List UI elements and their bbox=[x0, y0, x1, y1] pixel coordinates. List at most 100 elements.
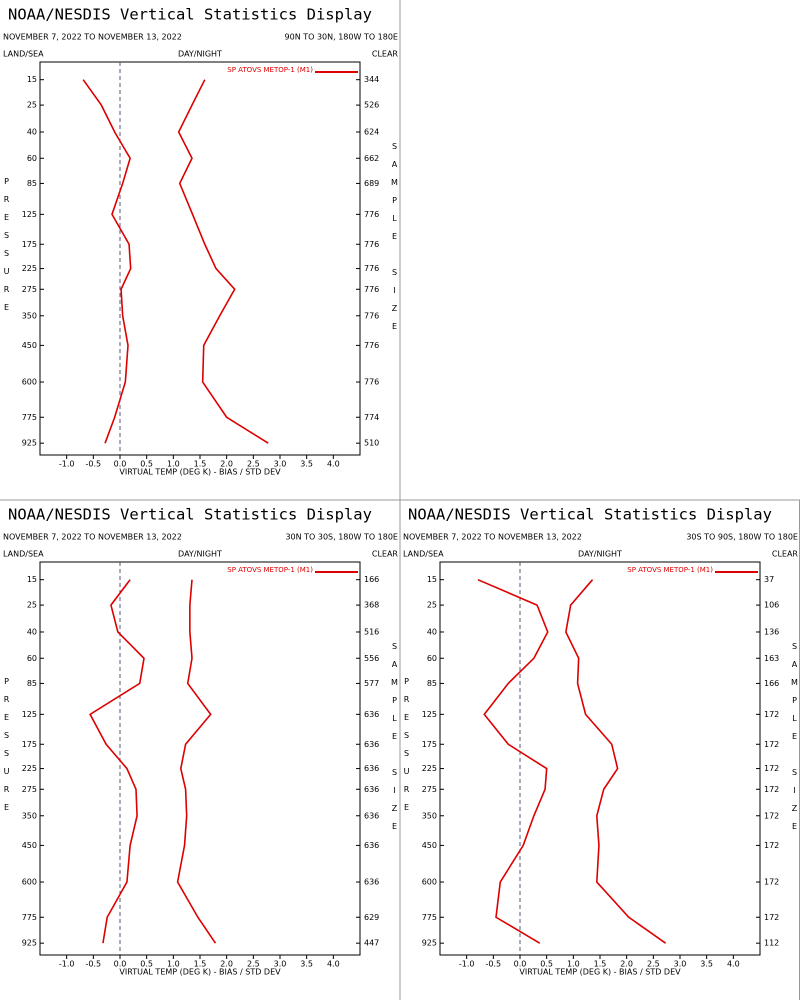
y2-axis-label: SAMPLE SIZE bbox=[790, 642, 799, 840]
time-of-day: DAY/NIGHT bbox=[178, 550, 222, 559]
std_dev-line bbox=[177, 79, 269, 444]
y-tick-label: 775 bbox=[22, 413, 37, 422]
sample-size: 344 bbox=[364, 75, 379, 84]
y-axis-label: PRESSURE bbox=[402, 677, 411, 821]
y2-axis-label: SAMPLE SIZE bbox=[390, 142, 399, 340]
sample-size: 636 bbox=[364, 785, 379, 794]
x-tick-label: 4.0 bbox=[327, 460, 340, 469]
x-tick-label: 2.5 bbox=[247, 960, 260, 969]
plot-frame bbox=[39, 61, 361, 456]
sample-size: 37 bbox=[764, 575, 774, 584]
x-tick-label: 0.5 bbox=[140, 460, 153, 469]
x-tick-label: 2.0 bbox=[220, 460, 233, 469]
y-tick-label: 925 bbox=[22, 939, 37, 948]
sample-size: 112 bbox=[764, 939, 779, 948]
region: 30S TO 90S, 180W TO 180E bbox=[686, 533, 798, 542]
y-tick-label: 60 bbox=[27, 654, 37, 663]
x-axis-label: VIRTUAL TEMP (DEG K) - BIAS / STD DEV bbox=[119, 468, 281, 477]
sample-size: 636 bbox=[364, 878, 379, 887]
sample-size: 368 bbox=[364, 601, 379, 610]
y-tick-label: 25 bbox=[27, 601, 37, 610]
sample-size: 172 bbox=[764, 764, 779, 773]
sample-size: 172 bbox=[764, 811, 779, 820]
sample-size: 166 bbox=[764, 679, 779, 688]
sky: CLEAR bbox=[372, 50, 399, 59]
x-tick-label: 2.5 bbox=[247, 460, 260, 469]
sample-size: 526 bbox=[364, 101, 379, 110]
y-tick-label: 600 bbox=[22, 878, 37, 887]
x-tick-label: -0.5 bbox=[86, 960, 102, 969]
time-of-day: DAY/NIGHT bbox=[178, 50, 222, 59]
x-tick-label: 4.0 bbox=[327, 960, 340, 969]
x-tick-label: -1.0 bbox=[59, 460, 75, 469]
x-tick-label: 0.0 bbox=[514, 960, 527, 969]
y-tick-label: 15 bbox=[427, 575, 437, 584]
y-tick-label: 225 bbox=[22, 264, 37, 273]
x-tick-label: 3.0 bbox=[674, 960, 687, 969]
sample-size: 774 bbox=[364, 413, 379, 422]
x-tick-label: 2.0 bbox=[220, 960, 233, 969]
y-tick-label: 450 bbox=[422, 841, 437, 850]
y-tick-label: 15 bbox=[27, 575, 37, 584]
sample-size: 636 bbox=[364, 811, 379, 820]
bias-line bbox=[89, 579, 145, 944]
surface: LAND/SEA bbox=[403, 550, 444, 559]
x-tick-label: 1.5 bbox=[594, 960, 607, 969]
y-tick-label: 125 bbox=[422, 710, 437, 719]
y-tick-label: 775 bbox=[422, 913, 437, 922]
x-tick-label: 0.0 bbox=[114, 460, 127, 469]
y-tick-label: 175 bbox=[22, 240, 37, 249]
x-axis-label: VIRTUAL TEMP (DEG K) - BIAS / STD DEV bbox=[119, 968, 281, 977]
surface: LAND/SEA bbox=[3, 50, 44, 59]
x-tick-label: 3.0 bbox=[274, 460, 287, 469]
sample-size: 556 bbox=[364, 654, 379, 663]
plot-frame bbox=[439, 561, 761, 956]
sample-size: 577 bbox=[364, 679, 379, 688]
y-tick-label: 175 bbox=[422, 740, 437, 749]
y-tick-label: 225 bbox=[22, 764, 37, 773]
sample-size: 662 bbox=[364, 154, 379, 163]
y-tick-label: 60 bbox=[27, 154, 37, 163]
sky: CLEAR bbox=[772, 550, 799, 559]
x-tick-label: 2.0 bbox=[620, 960, 633, 969]
x-tick-label: 0.0 bbox=[114, 960, 127, 969]
x-tick-label: 3.0 bbox=[274, 960, 287, 969]
legend-label: SP ATOVS METOP-1 (M1) bbox=[227, 566, 313, 574]
plot-frame bbox=[39, 561, 361, 956]
sample-size: 776 bbox=[364, 264, 379, 273]
x-tick-label: 1.5 bbox=[194, 460, 207, 469]
y-tick-label: 85 bbox=[427, 679, 437, 688]
sample-size: 516 bbox=[364, 627, 379, 636]
x-tick-label: -1.0 bbox=[459, 960, 475, 969]
y-tick-label: 225 bbox=[422, 764, 437, 773]
y-tick-label: 275 bbox=[22, 285, 37, 294]
sample-size: 776 bbox=[364, 311, 379, 320]
y-tick-label: 85 bbox=[27, 179, 37, 188]
y-tick-label: 25 bbox=[427, 601, 437, 610]
x-tick-label: -0.5 bbox=[486, 960, 502, 969]
sample-size: 510 bbox=[364, 439, 379, 448]
x-tick-label: 4.0 bbox=[727, 960, 740, 969]
y-tick-label: 25 bbox=[27, 101, 37, 110]
std_dev-line bbox=[565, 579, 667, 944]
sample-size: 172 bbox=[764, 740, 779, 749]
sample-size: 776 bbox=[364, 378, 379, 387]
sample-size: 689 bbox=[364, 179, 379, 188]
sample-size: 624 bbox=[364, 127, 379, 136]
y-tick-label: 85 bbox=[27, 679, 37, 688]
x-tick-label: -1.0 bbox=[59, 960, 75, 969]
y-tick-label: 600 bbox=[22, 378, 37, 387]
sample-size: 776 bbox=[364, 210, 379, 219]
date-range: NOVEMBER 7, 2022 TO NOVEMBER 13, 2022 bbox=[3, 533, 182, 542]
sample-size: 172 bbox=[764, 785, 779, 794]
x-tick-label: 3.5 bbox=[300, 960, 313, 969]
sky: CLEAR bbox=[372, 550, 399, 559]
y-tick-label: 350 bbox=[22, 311, 37, 320]
x-tick-label: 0.5 bbox=[140, 960, 153, 969]
sample-size: 776 bbox=[364, 341, 379, 350]
sample-size: 776 bbox=[364, 240, 379, 249]
sample-size: 163 bbox=[764, 654, 779, 663]
sample-size: 636 bbox=[364, 710, 379, 719]
x-tick-label: 3.5 bbox=[700, 960, 713, 969]
